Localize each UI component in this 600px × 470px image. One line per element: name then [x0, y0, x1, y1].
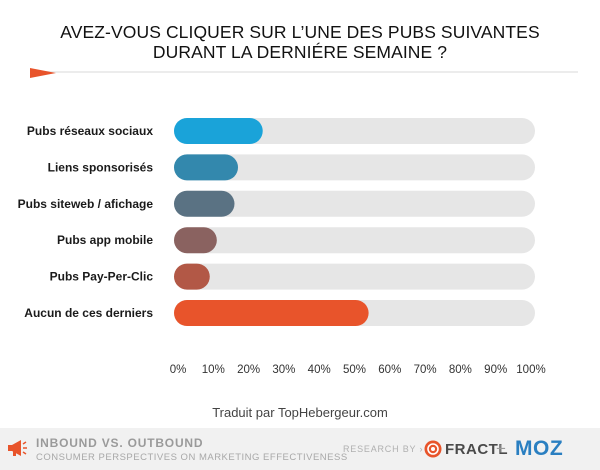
x-tick-label: 100% — [516, 364, 545, 376]
category-label: Pubs Pay-Per-Clic — [50, 270, 154, 284]
x-tick-label: 50% — [343, 364, 366, 376]
moz-logo-text: MOZ — [515, 437, 564, 460]
bar-track — [174, 154, 535, 181]
x-tick-label: 0% — [170, 364, 187, 376]
chart-title: AVEZ-VOUS CLIQUER SUR L’UNE DES PUBS SUI… — [0, 22, 600, 62]
bar-track — [174, 190, 535, 217]
research-by-label: RESEARCH BY › — [343, 444, 423, 454]
x-tick-label: 30% — [272, 364, 295, 376]
bar — [174, 300, 369, 326]
x-tick-label: 70% — [414, 364, 437, 376]
category-label: Aucun de ces derniers — [24, 306, 153, 320]
plus-sign: + — [496, 439, 506, 458]
bar — [174, 227, 217, 254]
bar — [174, 118, 263, 144]
category-label: Pubs siteweb / afichage — [18, 197, 154, 211]
bar-chart: Pubs réseaux sociaux Liens sponsorisés Pub… — [18, 118, 546, 376]
research-by-text: RESEARCH BY — [343, 444, 417, 454]
footer-subtitle: CONSUMER PERSPECTIVES ON MARKETING EFFEC… — [36, 452, 348, 463]
bar — [174, 263, 210, 290]
title-line-1: AVEZ-VOUS CLIQUER SUR L’UNE DES PUBS SUI… — [60, 22, 540, 42]
category-label: Pubs app mobile — [57, 233, 153, 247]
title-divider-accent — [30, 68, 56, 78]
title-divider — [32, 71, 578, 73]
translation-credit: Traduit par TopHebergeur.com — [212, 405, 388, 420]
research-by-arrow: › — [419, 444, 424, 454]
x-tick-label: 80% — [449, 364, 472, 376]
x-tick-label: 60% — [378, 364, 401, 376]
footer-title: INBOUND VS. OUTBOUND — [36, 436, 204, 450]
x-tick-label: 90% — [484, 364, 507, 376]
fractl-logo-text: FRACTL — [445, 441, 508, 458]
bar — [174, 154, 239, 181]
bar-track — [174, 263, 535, 290]
category-label: Pubs réseaux sociaux — [27, 124, 153, 138]
fractl-logo-icon — [424, 440, 442, 458]
x-tick-label: 40% — [308, 364, 331, 376]
bar-track — [174, 118, 535, 144]
megaphone-icon — [8, 440, 27, 456]
footer-banner: INBOUND VS. OUTBOUND CONSUMER PERSPECTIV… — [0, 428, 600, 470]
bar-track — [174, 227, 535, 254]
x-tick-label: 20% — [237, 364, 260, 376]
title-line-2: DURANT LA DERNIÉRE SEMAINE ? — [152, 42, 448, 62]
category-label: Liens sponsorisés — [48, 160, 154, 174]
x-tick-label: 10% — [202, 364, 225, 376]
bar — [174, 190, 235, 217]
